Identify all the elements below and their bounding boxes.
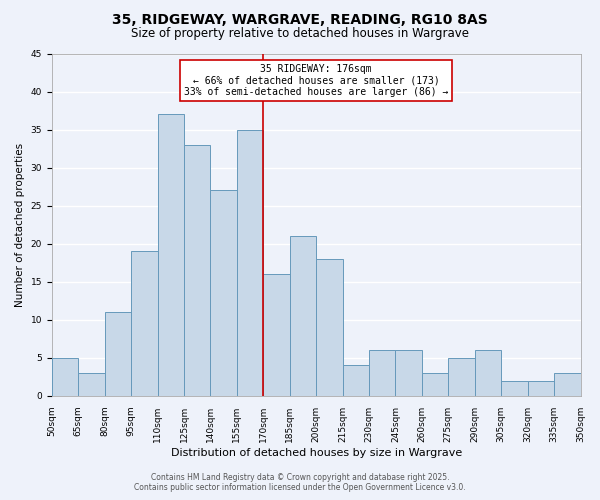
Bar bbox=[237, 130, 263, 396]
Text: 35 RIDGEWAY: 176sqm
← 66% of detached houses are smaller (173)
33% of semi-detac: 35 RIDGEWAY: 176sqm ← 66% of detached ho… bbox=[184, 64, 448, 97]
Text: Contains HM Land Registry data © Crown copyright and database right 2025.
Contai: Contains HM Land Registry data © Crown c… bbox=[134, 473, 466, 492]
Text: Size of property relative to detached houses in Wargrave: Size of property relative to detached ho… bbox=[131, 28, 469, 40]
Bar bbox=[475, 350, 501, 396]
Bar bbox=[554, 373, 581, 396]
Bar bbox=[78, 373, 104, 396]
Bar bbox=[290, 236, 316, 396]
Bar bbox=[422, 373, 448, 396]
Bar bbox=[316, 259, 343, 396]
Bar bbox=[343, 366, 369, 396]
Bar bbox=[369, 350, 395, 396]
Bar bbox=[104, 312, 131, 396]
Bar bbox=[211, 190, 237, 396]
Y-axis label: Number of detached properties: Number of detached properties bbox=[15, 142, 25, 306]
Bar bbox=[131, 252, 158, 396]
Text: 35, RIDGEWAY, WARGRAVE, READING, RG10 8AS: 35, RIDGEWAY, WARGRAVE, READING, RG10 8A… bbox=[112, 12, 488, 26]
Bar bbox=[527, 380, 554, 396]
Bar bbox=[52, 358, 78, 396]
Bar bbox=[184, 145, 211, 396]
Bar bbox=[158, 114, 184, 396]
Bar bbox=[263, 274, 290, 396]
Bar bbox=[395, 350, 422, 396]
X-axis label: Distribution of detached houses by size in Wargrave: Distribution of detached houses by size … bbox=[170, 448, 462, 458]
Bar bbox=[448, 358, 475, 396]
Bar bbox=[501, 380, 527, 396]
